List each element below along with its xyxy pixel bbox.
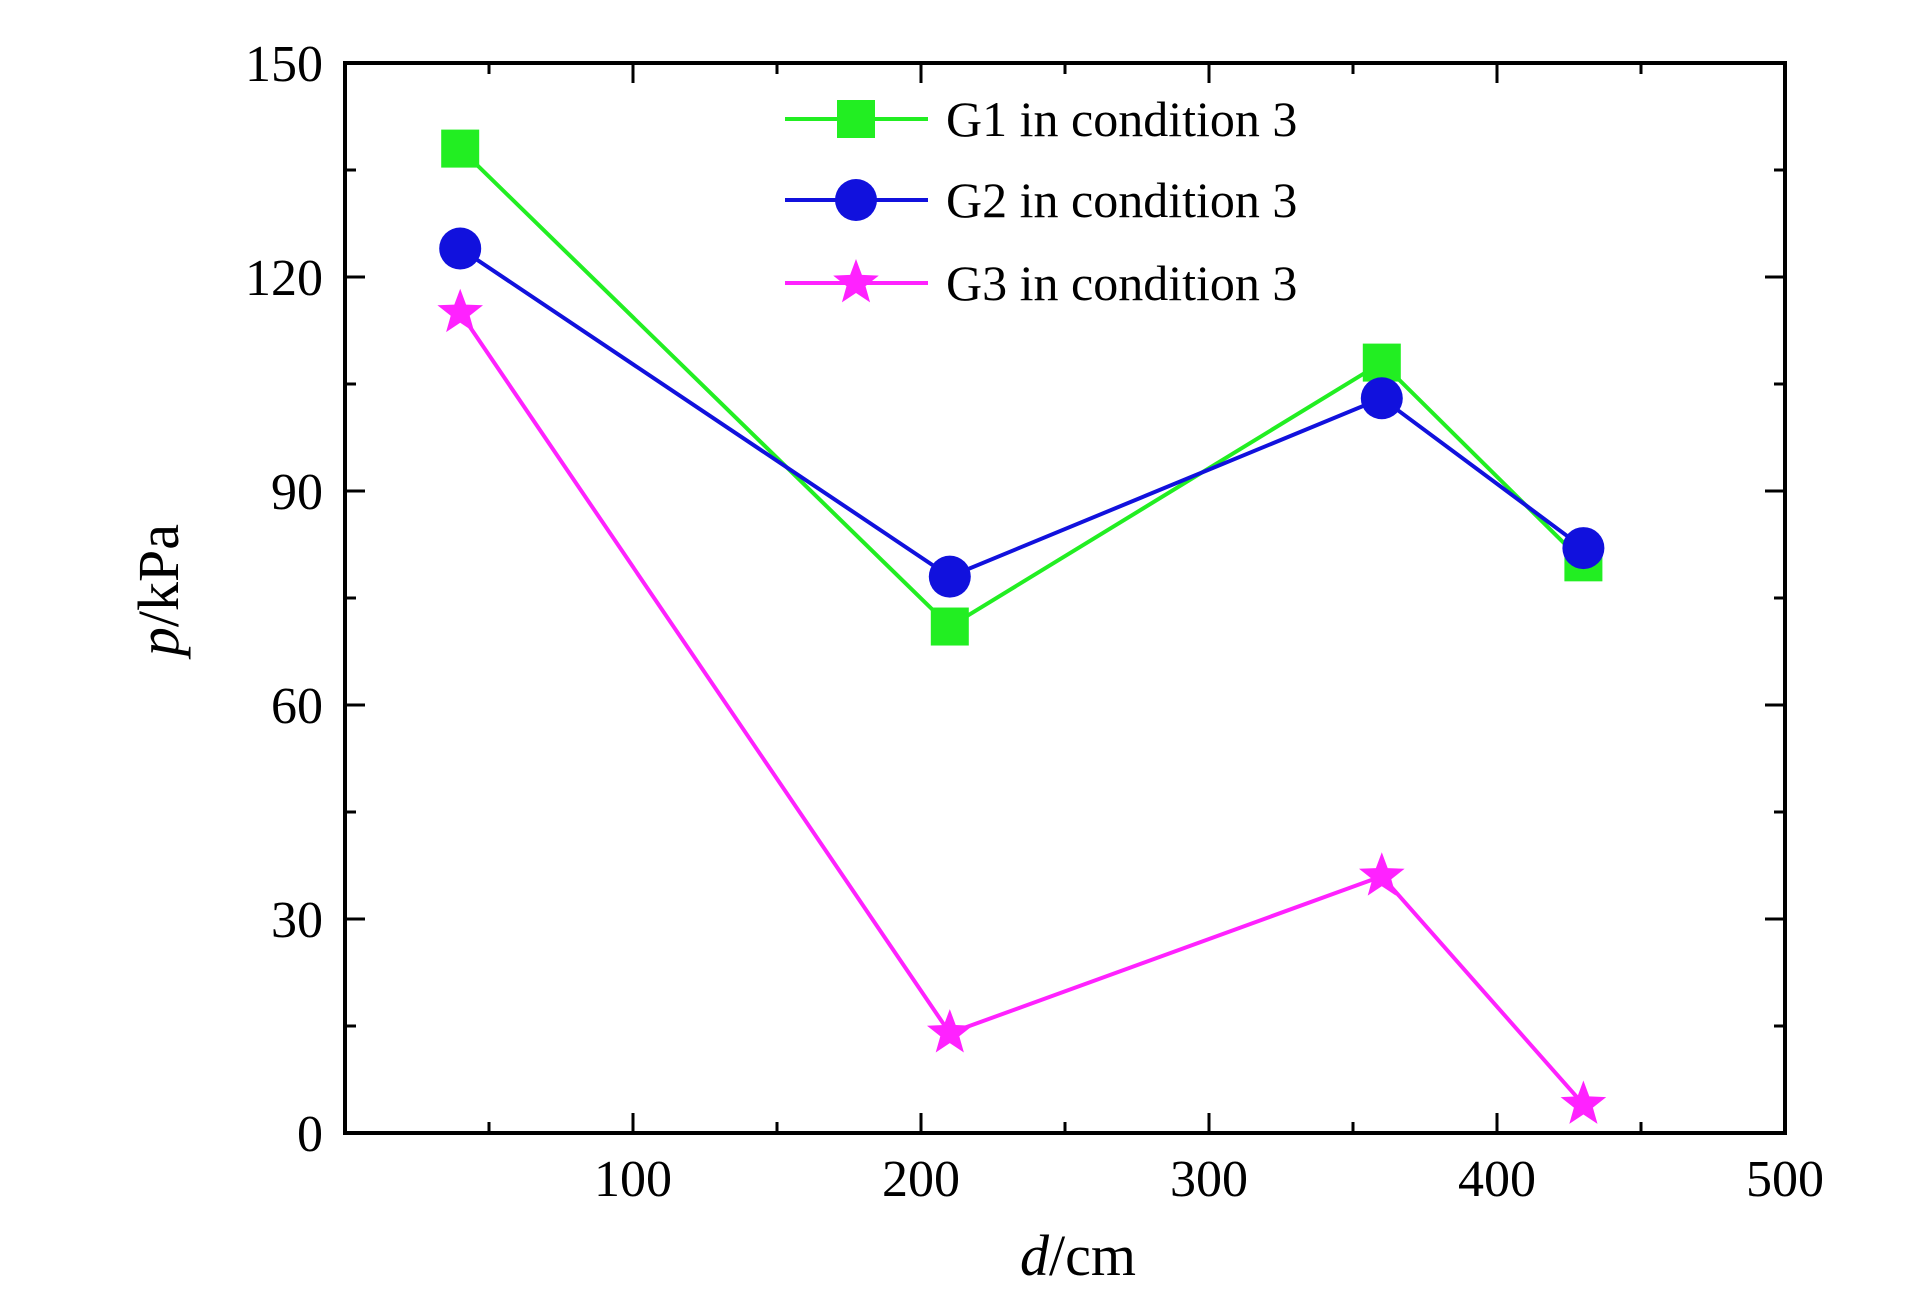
legend-item-1: G1 in condition 3 xyxy=(785,91,1297,147)
legend-marker xyxy=(837,100,875,138)
legend-marker xyxy=(835,179,877,221)
x-axis-title-symbol: d xyxy=(1020,1223,1050,1288)
legend-label: G1 in condition 3 xyxy=(946,91,1297,147)
x-tick-label: 400 xyxy=(1458,1151,1536,1208)
legend: G1 in condition 3 G2 in condition 3 G3 in … xyxy=(785,91,1297,311)
y-axis: 0 30 60 90 120 150 xyxy=(245,36,1785,1163)
y-tick-label: 0 xyxy=(297,1106,323,1163)
data-point xyxy=(1560,1080,1607,1124)
y-axis-title-symbol: p xyxy=(126,627,191,660)
y-tick-label: 120 xyxy=(245,250,323,307)
series-line xyxy=(458,311,1585,1106)
series-line xyxy=(459,246,1585,579)
y-tick-label: 30 xyxy=(271,892,323,949)
x-tick-label: 200 xyxy=(882,1151,960,1208)
data-point xyxy=(1362,343,1401,382)
data-point xyxy=(1360,377,1403,420)
data-point xyxy=(441,129,480,168)
data-point xyxy=(928,555,971,598)
series-line xyxy=(458,147,1585,630)
data-point xyxy=(1562,527,1605,570)
series-1 xyxy=(441,129,1603,646)
series-layer xyxy=(437,129,1607,1124)
x-axis: 100 200 300 400 500 xyxy=(487,63,1824,1208)
x-tick-label: 300 xyxy=(1170,1151,1248,1208)
data-point xyxy=(930,607,969,646)
data-point xyxy=(437,288,483,333)
data-point xyxy=(439,227,482,270)
data-point xyxy=(1359,852,1405,896)
series-2 xyxy=(439,227,1605,598)
x-axis-title: d/cm xyxy=(1020,1223,1136,1288)
y-tick-label: 60 xyxy=(271,678,323,735)
series-3 xyxy=(437,288,1607,1124)
x-tick-label: 100 xyxy=(594,1151,672,1208)
legend-item-3: G3 in condition 3 xyxy=(785,255,1297,311)
x-tick-label: 500 xyxy=(1746,1151,1824,1208)
y-tick-label: 90 xyxy=(271,464,323,521)
data-point xyxy=(927,1009,973,1053)
legend-label: G3 in condition 3 xyxy=(946,255,1297,311)
y-axis-title-unit: /kPa xyxy=(126,524,191,627)
legend-marker xyxy=(833,259,879,303)
legend-item-2: G2 in condition 3 xyxy=(785,172,1297,228)
y-axis-title: p/kPa xyxy=(126,524,191,660)
y-tick-label: 150 xyxy=(245,36,323,93)
legend-label: G2 in condition 3 xyxy=(946,172,1297,228)
x-axis-title-unit: /cm xyxy=(1049,1223,1136,1288)
